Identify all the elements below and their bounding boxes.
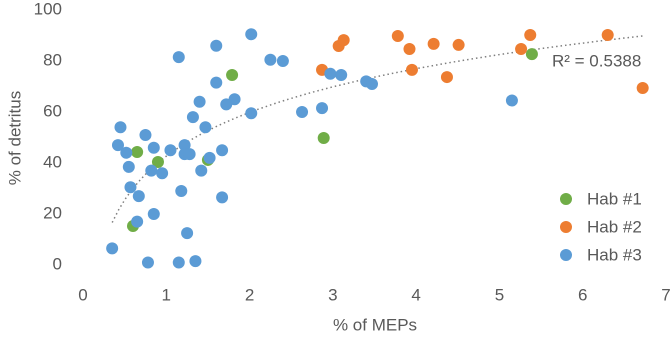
y-tick-label: 80	[43, 50, 62, 69]
data-point	[181, 227, 194, 240]
data-point	[245, 28, 258, 41]
data-point	[172, 256, 185, 269]
data-point	[391, 30, 404, 43]
data-point	[131, 146, 144, 159]
data-point	[151, 155, 164, 168]
data-point	[147, 141, 160, 154]
data-point	[203, 151, 216, 164]
data-point	[193, 95, 206, 108]
x-tick-label: 7	[661, 285, 670, 304]
data-point	[440, 71, 453, 84]
data-point	[131, 215, 144, 228]
data-point	[226, 69, 239, 82]
data-point	[178, 139, 191, 152]
data-point	[427, 37, 440, 50]
legend-label: Hab #2	[587, 217, 642, 236]
data-point	[264, 53, 277, 66]
legend-marker	[560, 193, 572, 205]
data-point	[164, 144, 177, 157]
data-point	[172, 51, 185, 64]
y-tick-label: 20	[43, 203, 62, 222]
data-point	[132, 190, 145, 203]
x-tick-label: 1	[162, 285, 171, 304]
data-point	[195, 164, 208, 177]
data-point	[216, 191, 229, 204]
legend-label: Hab #3	[587, 245, 642, 264]
data-point	[316, 102, 329, 115]
x-tick-label: 0	[78, 285, 87, 304]
legend-marker	[560, 221, 572, 233]
data-point	[210, 39, 223, 52]
data-point	[156, 167, 169, 180]
data-point	[228, 93, 241, 106]
data-point	[366, 77, 379, 90]
x-tick-label: 3	[328, 285, 337, 304]
data-point	[199, 121, 212, 134]
y-tick-label: 60	[43, 101, 62, 120]
data-point	[114, 121, 127, 134]
legend-label: Hab #1	[587, 189, 642, 208]
data-point	[122, 160, 135, 173]
data-point	[403, 43, 416, 56]
data-point	[124, 181, 137, 194]
data-point	[145, 164, 158, 177]
data-point	[317, 132, 330, 145]
data-point	[210, 76, 223, 89]
x-tick-label: 6	[578, 285, 587, 304]
data-point	[505, 94, 518, 107]
data-point	[183, 148, 196, 161]
y-axis-label: % of detritus	[5, 91, 24, 186]
x-axis-label: % of MEPs	[333, 315, 417, 334]
legend-marker	[560, 249, 572, 261]
data-point	[525, 48, 538, 61]
y-tick-label: 100	[34, 0, 62, 18]
data-point	[335, 69, 348, 82]
data-point	[189, 255, 202, 268]
data-point	[452, 38, 465, 51]
data-point	[524, 28, 537, 41]
data-point	[337, 34, 350, 47]
data-point	[139, 128, 152, 141]
data-point	[111, 139, 124, 152]
r-squared-annotation: R² = 0.5388	[552, 51, 641, 70]
data-point	[147, 208, 160, 220]
data-point	[175, 185, 188, 198]
trendline	[111, 35, 643, 223]
y-tick-label: 40	[43, 152, 62, 171]
data-point	[405, 63, 418, 76]
data-point	[245, 107, 258, 120]
data-point	[636, 82, 649, 95]
data-point	[324, 67, 337, 80]
data-point	[120, 146, 133, 159]
data-point	[515, 43, 528, 56]
x-tick-label: 5	[495, 285, 504, 304]
x-tick-label: 4	[411, 285, 420, 304]
data-point	[106, 242, 119, 255]
data-point	[601, 28, 614, 41]
data-point	[216, 144, 229, 157]
y-tick-label: 0	[53, 254, 62, 273]
data-point	[141, 256, 154, 269]
x-tick-label: 2	[245, 285, 254, 304]
data-point	[296, 106, 309, 118]
data-point	[276, 55, 289, 67]
data-point	[186, 111, 199, 124]
